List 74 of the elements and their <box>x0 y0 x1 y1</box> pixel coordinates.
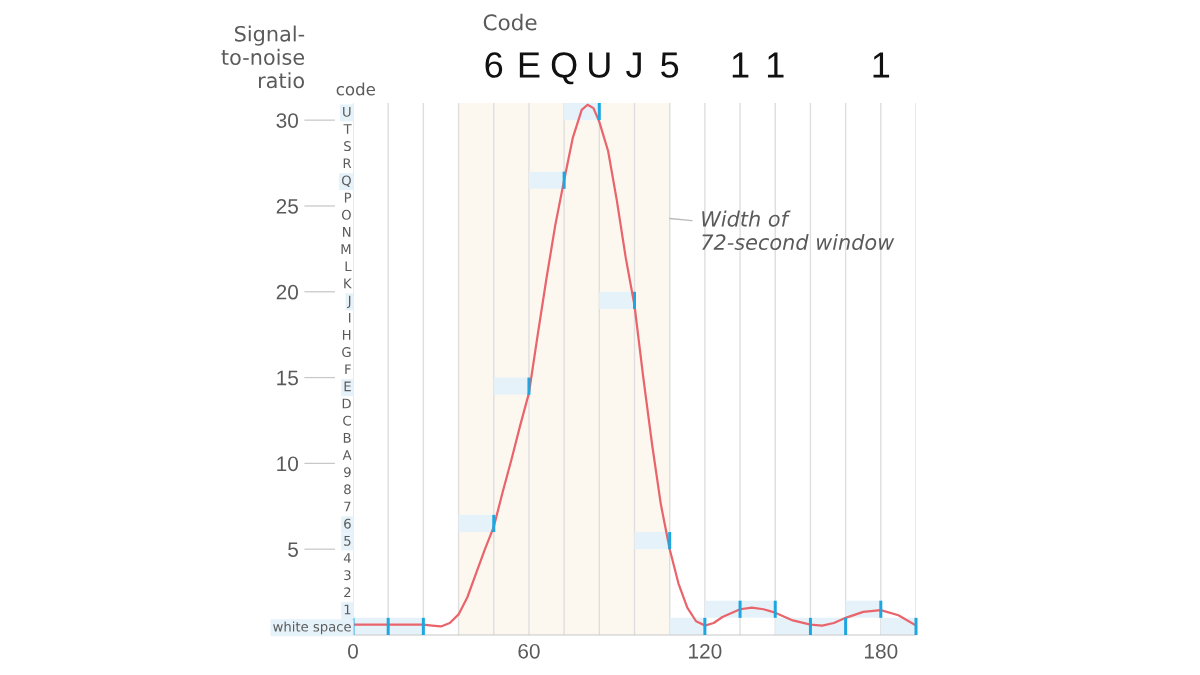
y2-axis-title: code <box>336 82 376 96</box>
candlestick <box>668 532 672 550</box>
candlestick <box>597 103 601 121</box>
y-tick-label: 15 <box>277 370 298 386</box>
candlestick <box>844 617 848 635</box>
y2-tick-label: O <box>341 209 351 220</box>
candlestick <box>492 514 496 533</box>
y-tick-label: 20 <box>276 284 299 300</box>
y-tick-label: 25 <box>276 198 298 214</box>
y2-tick-label: S <box>344 141 351 152</box>
y2-tick-label: Q <box>341 175 351 187</box>
y2-tick-label: A <box>342 450 352 460</box>
y-axis-title: Signal- to-noise ratio <box>221 25 305 89</box>
text: Q <box>551 52 577 85</box>
y2-tick-label: F <box>345 364 351 375</box>
candlestick <box>773 600 777 618</box>
y2-tick-label: H <box>342 330 351 340</box>
x-tick-label: 0 <box>348 643 358 659</box>
bar <box>528 171 565 189</box>
x-tick-label: 60 <box>518 643 540 659</box>
candlestick <box>386 617 390 635</box>
candlestick <box>527 377 531 395</box>
candlestick <box>738 600 742 618</box>
y2-tick-label: 2 <box>344 587 351 598</box>
y2-tick-label: T <box>343 124 352 134</box>
y2-tick-label: 6 <box>344 518 351 529</box>
text: 5 <box>661 52 679 78</box>
y2-tick-label: M <box>341 244 351 254</box>
candlestick <box>421 617 425 635</box>
y2-tick-label: 3 <box>344 570 351 581</box>
text: 1 <box>873 52 890 78</box>
bar <box>493 377 529 395</box>
y2-tick-label: 1 <box>344 604 351 615</box>
line-series <box>353 103 916 628</box>
y2-tick-label: L <box>345 261 352 272</box>
y2-tick-label: D <box>342 398 351 409</box>
text: E <box>519 52 540 78</box>
y2-tick-label: G <box>342 347 351 358</box>
candlestick <box>703 617 707 635</box>
bar <box>599 291 635 309</box>
band-label: Width of 72-second window <box>702 210 895 251</box>
text: 1 <box>767 52 784 78</box>
y2-tick-label: C <box>343 415 351 426</box>
y-tick-label: 30 <box>276 113 299 128</box>
text: 6 <box>485 52 503 78</box>
candlestick <box>562 171 566 189</box>
y2-tick-label: 5 <box>344 536 351 546</box>
bar <box>458 514 494 533</box>
y2-tick-label: P <box>344 192 352 203</box>
y2-tick-label: 4 <box>343 553 351 563</box>
candlestick <box>808 617 812 635</box>
y2-tick-label: white space <box>273 621 351 635</box>
x-tick-label: 120 <box>689 643 722 659</box>
y2-tick-label: N <box>343 227 351 237</box>
y2-tick-label: J <box>347 295 351 309</box>
y2-tick-label: 9 <box>344 467 351 478</box>
y2-tick-label: U <box>343 106 351 117</box>
y2-tick-label: I <box>349 312 351 323</box>
x-tick-label: 180 <box>865 643 898 659</box>
text: Code <box>483 13 537 31</box>
text: 1 <box>732 52 749 78</box>
y2-tick-label: E <box>344 381 351 392</box>
candlestick <box>633 291 636 309</box>
candlestick <box>879 600 883 618</box>
y2-tick-label: 7 <box>344 501 351 512</box>
y-tick-label: 10 <box>277 456 299 472</box>
y2-tick-label: B <box>343 433 351 443</box>
y2-tick-label: R <box>343 158 352 169</box>
y2-tick-label: 8 <box>344 484 351 495</box>
y-tick-label: 5 <box>288 542 298 557</box>
text: U <box>589 52 610 78</box>
y2-tick-label: K <box>344 278 352 289</box>
candlestick <box>914 617 918 635</box>
text: J <box>626 52 641 78</box>
